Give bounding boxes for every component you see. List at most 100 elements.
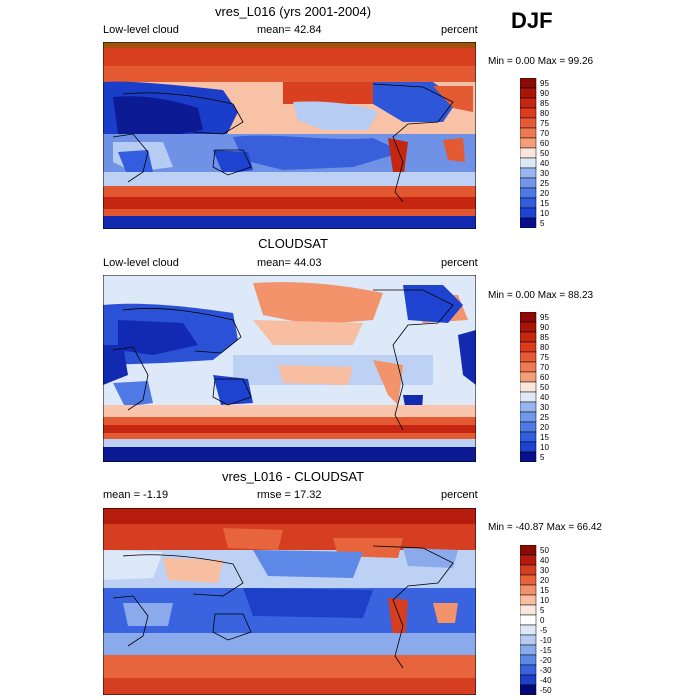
panel-3-title: vres_L016 - CLOUDSAT (221, 469, 365, 484)
colorbar-tick-label: 5 (540, 606, 545, 615)
colorbar-swatch (520, 381, 537, 393)
colorbar-tick-label: 60 (540, 373, 549, 382)
colorbar-tick-label: 15 (540, 586, 549, 595)
colorbar-tick-label: 5 (540, 219, 545, 228)
colorbar-tick-label: -15 (540, 646, 552, 655)
colorbar-tick-label: 90 (540, 89, 549, 98)
colorbar-tick-label: 30 (540, 403, 549, 412)
panel-1-units-label: percent (441, 24, 478, 36)
colorbar-tick-label: -5 (540, 626, 548, 635)
colorbar-swatch (520, 574, 537, 586)
colorbar-tick-label: 50 (540, 546, 549, 555)
panel-3-units-label: percent (441, 489, 478, 501)
panel-2-region-north-america (403, 285, 463, 323)
panel-3-mean-label: mean = -1.19 (103, 489, 169, 501)
colorbar-tick-label: 20 (540, 189, 549, 198)
colorbar-swatch (520, 331, 537, 343)
colorbar-tick-label: -30 (540, 666, 552, 675)
colorbar-swatch (520, 197, 537, 209)
colorbar-swatch (520, 312, 537, 323)
colorbar-swatch (520, 137, 537, 149)
panel-1-minmax: Min = 0.00 Max = 99.26 (488, 56, 594, 67)
colorbar-tick-label: 20 (540, 576, 549, 585)
colorbar-swatch (520, 351, 537, 363)
colorbar-swatch (520, 564, 537, 576)
colorbar-swatch (520, 207, 537, 219)
colorbar-tick-label: 0 (540, 616, 545, 625)
colorbar-tick-label: 10 (540, 596, 549, 605)
colorbar-tick-label: 25 (540, 179, 549, 188)
panel-2-mean-label: mean= 44.03 (257, 257, 322, 269)
colorbar-swatch (520, 127, 537, 139)
panel-2-title: CLOUDSAT (258, 236, 328, 251)
panel-3-rmse-label: rmse = 17.32 (257, 489, 322, 501)
colorbar-tick-label: 5 (540, 453, 545, 462)
panel-2-units-label: percent (441, 257, 478, 269)
panel-2-map (103, 275, 476, 462)
colorbar-swatch (520, 624, 537, 636)
colorbar-swatch (520, 78, 537, 89)
panel-1-mean-label: mean= 42.84 (257, 24, 322, 36)
panel-1-variable-label: Low-level cloud (103, 24, 179, 36)
colorbar-swatch (520, 614, 537, 626)
colorbar-tick-label: 15 (540, 433, 549, 442)
colorbar-tick-label: 40 (540, 159, 549, 168)
colorbar-tick-label: -50 (540, 686, 552, 695)
colorbar-swatch (520, 594, 537, 606)
panel-2-coastlines (112, 289, 454, 431)
colorbar-swatch (520, 117, 537, 129)
panel-2-variable-label: Low-level cloud (103, 257, 179, 269)
colorbar-swatch (520, 361, 537, 373)
panel-1-map (103, 42, 476, 229)
colorbar-tick-label: 95 (540, 313, 549, 322)
panel-1-title: vres_L016 (yrs 2001-2004) (214, 4, 372, 19)
colorbar-tick-label: -40 (540, 676, 552, 685)
season-label: DJF (511, 8, 553, 33)
colorbar-swatch (520, 391, 537, 403)
panel-1-region-sc-peru (388, 138, 408, 182)
panel-1-region-north-america (373, 82, 458, 122)
colorbar-tick-label: 10 (540, 443, 549, 452)
panel-3-map (103, 508, 476, 695)
colorbar-tick-label: 95 (540, 79, 549, 88)
colorbar-tick-label: 40 (540, 556, 549, 565)
colorbar-tick-label: 40 (540, 393, 549, 402)
colorbar-swatch (520, 371, 537, 383)
colorbar-swatch (520, 187, 537, 199)
colorbar-tick-label: 80 (540, 109, 549, 118)
colorbar-swatch (520, 157, 537, 169)
colorbar-swatch (520, 87, 537, 99)
colorbar-tick-label: 30 (540, 566, 549, 575)
panel-1-coastlines (112, 83, 454, 203)
panel-2-minmax: Min = 0.00 Max = 88.23 (488, 290, 594, 301)
colorbar-swatch (520, 684, 537, 695)
colorbar-swatch (520, 341, 537, 353)
colorbar-tick-label: 85 (540, 99, 549, 108)
colorbar-swatch (520, 644, 537, 656)
colorbar-tick-label: 10 (540, 209, 549, 218)
colorbar-tick-label: 75 (540, 119, 549, 128)
colorbar-swatch (520, 674, 537, 686)
colorbar-swatch (520, 107, 537, 119)
colorbar-tick-label: -10 (540, 636, 552, 645)
colorbar-swatch (520, 545, 537, 556)
colorbar-swatch (520, 451, 537, 462)
colorbar-tick-label: 75 (540, 353, 549, 362)
colorbar-swatch (520, 604, 537, 616)
colorbar-swatch (520, 97, 537, 109)
colorbar-tick-label: 30 (540, 169, 549, 178)
colorbar-swatch (520, 431, 537, 443)
colorbar-tick-label: 20 (540, 423, 549, 432)
colorbar-swatch (520, 634, 537, 646)
colorbar-tick-label: -20 (540, 656, 552, 665)
colorbar-swatch (520, 654, 537, 666)
colorbar-swatch (520, 217, 537, 228)
colorbar-tick-label: 70 (540, 363, 549, 372)
panel-3-minmax: Min = -40.87 Max = 66.42 (488, 522, 602, 533)
colorbar-swatch (520, 321, 537, 333)
colorbar-swatch (520, 411, 537, 423)
colorbar-swatch (520, 147, 537, 159)
